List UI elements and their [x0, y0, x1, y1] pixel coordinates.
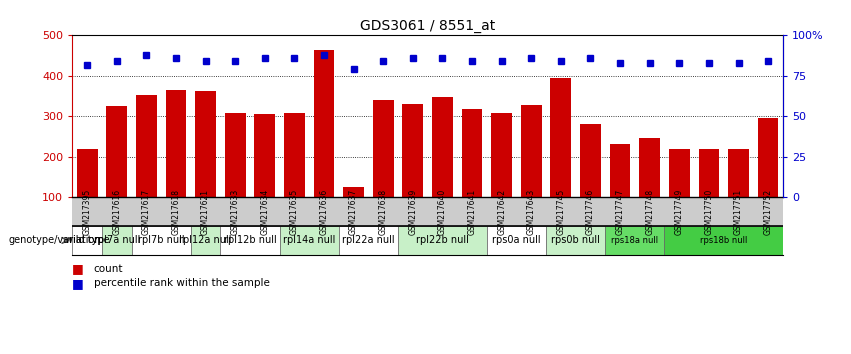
Bar — [166, 90, 186, 197]
Text: GSM217618: GSM217618 — [171, 189, 180, 235]
Bar — [77, 149, 98, 197]
Bar — [669, 149, 689, 197]
Bar — [72, 226, 102, 255]
Text: rpl14a null: rpl14a null — [283, 235, 335, 245]
Text: GSM217745: GSM217745 — [557, 188, 565, 235]
Bar — [102, 226, 132, 255]
Text: GSM217641: GSM217641 — [467, 188, 477, 235]
Text: GSM217748: GSM217748 — [645, 188, 654, 235]
Bar — [580, 124, 601, 197]
Bar — [373, 100, 393, 197]
Text: GSM217634: GSM217634 — [260, 188, 269, 235]
Text: GSM217643: GSM217643 — [527, 188, 536, 235]
Text: GSM217751: GSM217751 — [734, 188, 743, 235]
Bar — [398, 226, 487, 255]
Bar — [314, 50, 334, 197]
Text: ■: ■ — [72, 277, 84, 290]
Text: GSM217638: GSM217638 — [379, 188, 388, 235]
Text: rps0a null: rps0a null — [492, 235, 540, 245]
Text: rpl7b null: rpl7b null — [138, 235, 185, 245]
Bar — [339, 226, 398, 255]
Text: GSM217642: GSM217642 — [497, 188, 506, 235]
Text: GSM217636: GSM217636 — [319, 188, 328, 235]
Text: rpl22b null: rpl22b null — [416, 235, 469, 245]
Text: count: count — [94, 264, 123, 274]
Bar — [195, 91, 216, 197]
Bar — [639, 138, 660, 197]
Bar — [254, 114, 275, 197]
Bar — [132, 226, 191, 255]
Text: GSM217749: GSM217749 — [675, 188, 684, 235]
Text: GSM217640: GSM217640 — [438, 188, 447, 235]
Bar — [136, 95, 157, 197]
Text: percentile rank within the sample: percentile rank within the sample — [94, 278, 270, 288]
Text: GSM217750: GSM217750 — [705, 188, 713, 235]
Bar — [605, 226, 665, 255]
Bar — [106, 106, 127, 197]
Bar — [491, 113, 512, 197]
Bar — [432, 97, 453, 197]
Text: rpl7a null: rpl7a null — [94, 235, 140, 245]
Text: GSM217621: GSM217621 — [201, 189, 210, 235]
Bar — [225, 113, 246, 197]
Text: GSM217639: GSM217639 — [408, 188, 417, 235]
Bar — [521, 105, 541, 197]
Text: rps0b null: rps0b null — [551, 235, 600, 245]
Bar — [343, 187, 364, 197]
Bar — [546, 226, 605, 255]
Bar — [284, 113, 305, 197]
Text: wild type: wild type — [65, 235, 110, 245]
Bar — [191, 226, 220, 255]
Bar — [462, 109, 483, 197]
Text: GSM217617: GSM217617 — [142, 188, 151, 235]
Text: genotype/variation: genotype/variation — [9, 235, 101, 245]
Text: GSM217637: GSM217637 — [349, 188, 358, 235]
Text: rps18b null: rps18b null — [700, 236, 747, 245]
Bar — [665, 226, 783, 255]
Text: GSM217633: GSM217633 — [231, 188, 240, 235]
Text: rpl12a null: rpl12a null — [180, 235, 231, 245]
Bar — [728, 149, 749, 197]
Bar — [487, 226, 546, 255]
Text: GSM217616: GSM217616 — [112, 188, 121, 235]
Text: GSM217752: GSM217752 — [763, 188, 773, 235]
Text: GSM217746: GSM217746 — [586, 188, 595, 235]
Text: GSM217747: GSM217747 — [615, 188, 625, 235]
Bar — [699, 149, 719, 197]
Title: GDS3061 / 8551_at: GDS3061 / 8551_at — [360, 19, 495, 33]
Bar — [551, 78, 571, 197]
Text: rpl22a null: rpl22a null — [342, 235, 395, 245]
Bar — [403, 104, 423, 197]
Text: rpl12b null: rpl12b null — [224, 235, 277, 245]
Text: rps18a null: rps18a null — [611, 236, 659, 245]
Text: GSM217635: GSM217635 — [290, 188, 299, 235]
Text: ■: ■ — [72, 263, 84, 275]
Bar — [609, 144, 631, 197]
Text: GSM217395: GSM217395 — [83, 188, 92, 235]
Bar — [280, 226, 339, 255]
Bar — [757, 118, 779, 197]
Bar — [220, 226, 280, 255]
